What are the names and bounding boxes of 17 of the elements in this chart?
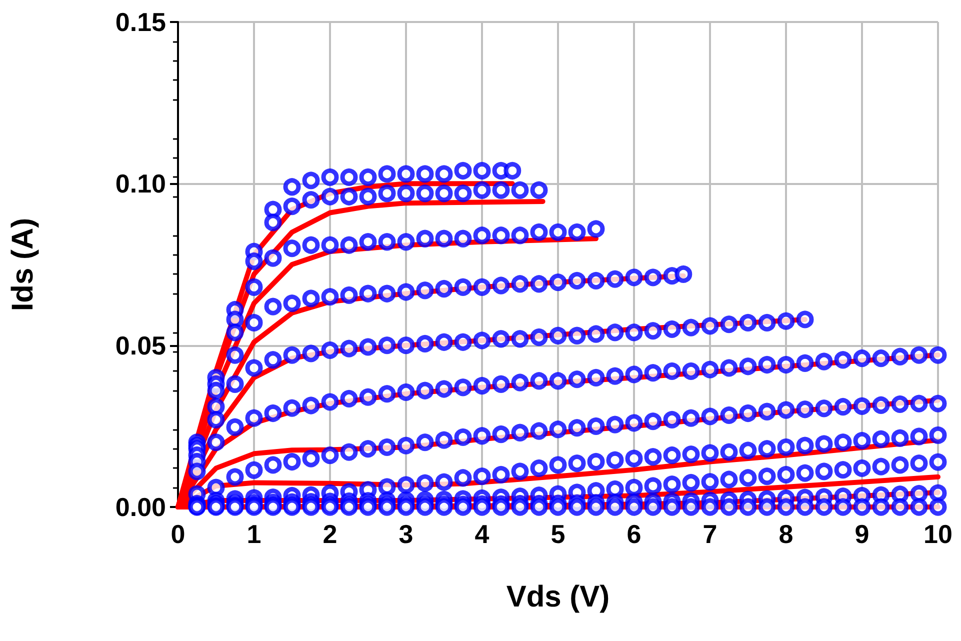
x-tick-label: 8 — [778, 519, 794, 549]
y-tick-label: 0.15 — [115, 7, 166, 37]
x-tick-label: 5 — [550, 519, 566, 549]
x-tick-label: 10 — [924, 519, 952, 549]
x-tick-label: 6 — [626, 519, 642, 549]
x-tick-label: 0 — [170, 519, 186, 549]
x-axis-title: Vds (V) — [506, 580, 610, 614]
x-tick-label: 9 — [854, 519, 870, 549]
x-tick-label: 7 — [702, 519, 718, 549]
x-tick-label: 3 — [398, 519, 414, 549]
x-tick-label: 2 — [322, 519, 338, 549]
y-axis-title: Ids (A) — [6, 218, 40, 312]
x-tick-label: 1 — [246, 519, 262, 549]
y-tick-label: 0.00 — [115, 492, 166, 522]
y-tick-label: 0.10 — [115, 168, 166, 199]
x-tick-label: 4 — [474, 519, 490, 549]
y-tick-label: 0.05 — [115, 330, 166, 360]
